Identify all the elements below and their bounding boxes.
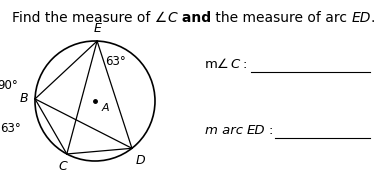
Text: 63°: 63° xyxy=(105,55,126,68)
Text: C: C xyxy=(58,160,67,173)
Text: C: C xyxy=(167,11,177,25)
Text: the measure of arc: the measure of arc xyxy=(211,11,351,25)
Text: m arc: m arc xyxy=(205,124,247,137)
Text: D: D xyxy=(136,154,146,167)
Text: and: and xyxy=(177,11,211,25)
Text: 63°: 63° xyxy=(0,122,21,135)
Text: m∠: m∠ xyxy=(205,58,230,71)
Text: E: E xyxy=(93,22,101,35)
Text: :: : xyxy=(268,124,272,137)
Text: Find the measure of ∠: Find the measure of ∠ xyxy=(12,11,167,25)
Text: 90°: 90° xyxy=(0,79,18,92)
Text: B: B xyxy=(20,92,28,105)
Text: .: . xyxy=(371,11,375,25)
Text: ED: ED xyxy=(247,124,266,137)
Text: C: C xyxy=(230,58,239,71)
Text: :: : xyxy=(243,58,247,71)
Text: ED: ED xyxy=(351,11,371,25)
Text: A: A xyxy=(102,103,109,113)
